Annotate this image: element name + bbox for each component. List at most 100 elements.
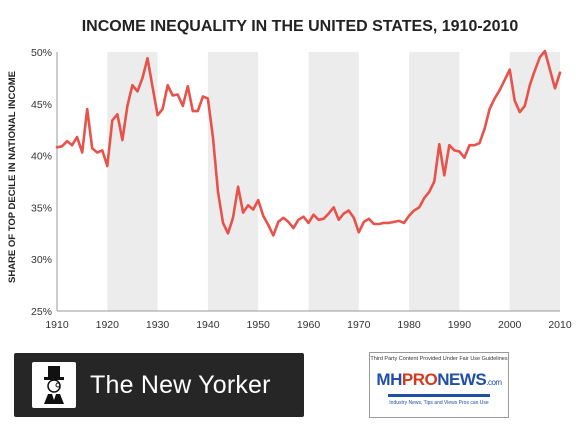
- data-point: [508, 68, 511, 71]
- y-tick-label: 25%: [31, 306, 52, 318]
- wordmark-pro: PRO: [401, 370, 438, 389]
- data-point: [292, 227, 295, 230]
- series-line-group: [55, 49, 562, 237]
- data-point: [76, 136, 78, 138]
- data-point: [232, 216, 234, 219]
- data-point: [368, 217, 370, 220]
- y-tick-label: 40%: [31, 151, 52, 163]
- data-point: [131, 84, 134, 87]
- data-point: [559, 71, 561, 74]
- data-point: [282, 216, 285, 219]
- data-point: [247, 204, 250, 207]
- data-point: [186, 85, 189, 88]
- x-tick-labels: 1910 1920 1930 1940 1950 1960 1970 1980 1990 2000…: [45, 319, 572, 331]
- data-point: [106, 165, 109, 167]
- data-point: [398, 220, 400, 222]
- data-point: [528, 84, 531, 87]
- data-point: [312, 213, 315, 216]
- data-point: [141, 77, 144, 79]
- data-point: [161, 108, 164, 110]
- new-yorker-badge: The New Yorker: [14, 353, 304, 417]
- data-point: [413, 209, 415, 212]
- data-point: [257, 199, 260, 202]
- data-point: [86, 108, 89, 110]
- data-point: [433, 180, 436, 183]
- x-tick-label: 1960: [297, 319, 321, 331]
- data-point: [357, 231, 360, 234]
- data-point: [156, 114, 159, 117]
- x-tick-label: 1920: [96, 319, 120, 331]
- data-point: [196, 110, 199, 112]
- y-tick-labels: 25% 30% 35% 40% 45% 50%: [31, 47, 52, 318]
- data-point: [342, 212, 345, 215]
- mhpronews-logo: Third Party Content Provided Under Fair …: [369, 352, 509, 418]
- data-point: [362, 221, 365, 223]
- data-point: [533, 69, 536, 72]
- data-point: [136, 90, 139, 93]
- data-point: [151, 86, 154, 89]
- shaded-band-1960: [308, 52, 359, 311]
- data-point: [207, 97, 209, 100]
- x-tick-label: 2000: [498, 319, 522, 331]
- chart-title: INCOME INEQUALITY IN THE UNITED STATES, …: [82, 18, 519, 35]
- data-point: [513, 99, 516, 102]
- x-tick-label: 1990: [448, 319, 472, 331]
- data-point: [81, 151, 84, 154]
- data-point: [498, 89, 501, 92]
- data-point: [66, 140, 68, 143]
- data-point: [146, 57, 149, 60]
- data-point: [518, 111, 521, 113]
- data-point: [302, 215, 305, 218]
- data-point: [327, 212, 330, 215]
- data-point: [378, 223, 380, 225]
- income-inequality-chart: INCOME INEQUALITY IN THE UNITED STATES, …: [7, 18, 572, 331]
- data-point: [116, 113, 119, 116]
- data-point: [483, 127, 486, 130]
- data-point: [111, 119, 114, 122]
- data-point: [252, 208, 255, 211]
- data-point: [181, 105, 184, 107]
- data-point: [347, 209, 350, 212]
- mhpronews-wordmark: MHPRONEWS.com: [370, 371, 508, 392]
- data-point: [418, 206, 421, 209]
- data-point: [202, 95, 204, 98]
- data-point: [277, 221, 280, 223]
- data-point: [403, 222, 405, 224]
- data-point: [287, 221, 290, 223]
- data-point: [458, 150, 461, 153]
- data-point: [56, 146, 58, 149]
- x-tick-label: 1930: [146, 319, 170, 331]
- x-tick-label: 1940: [196, 319, 220, 331]
- data-point: [468, 144, 471, 147]
- data-point: [478, 142, 481, 145]
- data-point: [393, 221, 395, 223]
- new-yorker-logo-icon: [32, 362, 76, 408]
- data-point: [267, 224, 270, 226]
- x-tick-label: 1970: [347, 319, 371, 331]
- data-point: [227, 232, 229, 235]
- shaded-band-1940: [207, 52, 259, 311]
- data-point: [242, 211, 245, 214]
- x-tick-label: 2010: [548, 319, 572, 331]
- shaded-band-1920: [107, 52, 158, 311]
- data-point: [91, 147, 94, 150]
- data-point: [539, 56, 541, 59]
- data-point: [554, 87, 556, 90]
- fair-use-note: Third Party Content Provided Under Fair …: [370, 356, 508, 362]
- data-point: [176, 93, 179, 96]
- data-point: [488, 108, 491, 110]
- data-point: [473, 144, 476, 147]
- data-point: [388, 222, 390, 224]
- data-point: [171, 94, 174, 97]
- wordmark-news: NEWS: [437, 370, 487, 389]
- data-point: [428, 191, 431, 193]
- shaded-decade-bands: [107, 52, 560, 311]
- data-point: [373, 223, 375, 225]
- data-point: [332, 206, 335, 209]
- y-tick-label: 45%: [31, 99, 52, 111]
- wordmark-underline: [388, 394, 490, 397]
- data-point: [352, 216, 355, 219]
- data-point: [307, 222, 310, 224]
- data-point: [61, 145, 63, 148]
- data-point: [523, 105, 526, 107]
